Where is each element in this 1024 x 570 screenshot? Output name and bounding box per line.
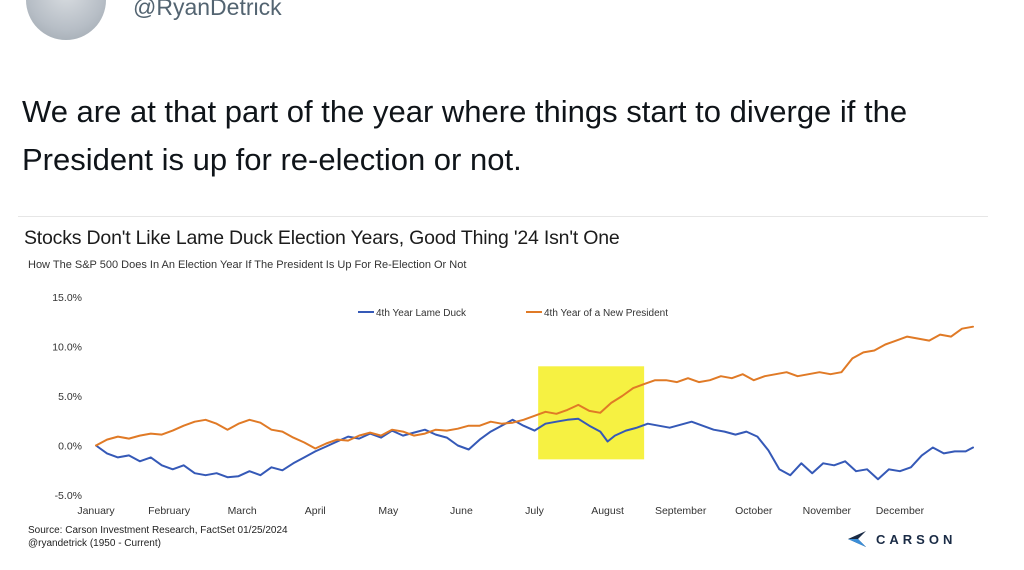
x-tick-label: December [876, 505, 925, 517]
x-tick-label: August [591, 505, 624, 517]
line-chart: 15.0% 10.0% 5.0% 0.0% -5.0% January February Ma… [52, 292, 974, 517]
x-tick-label: May [378, 505, 399, 517]
y-tick-label: -5.0% [55, 490, 82, 502]
y-tick-label: 10.0% [52, 342, 82, 354]
x-tick-label: September [655, 505, 707, 517]
tweet-text: We are at that part of the year where th… [22, 94, 908, 177]
x-tick-label: January [77, 505, 115, 517]
user-handle[interactable]: @RyanDetrick [133, 0, 282, 20]
legend-label: 4th Year Lame Duck [376, 308, 467, 319]
carson-logo: CARSON [846, 528, 956, 550]
chart-subtitle: How The S&P 500 Does In An Election Year… [28, 259, 467, 271]
x-tick-label: October [735, 505, 773, 517]
chart-source: Source: Carson Investment Research, Fact… [28, 524, 288, 550]
carson-logo-text: CARSON [876, 531, 957, 547]
x-tick-label: November [803, 505, 852, 517]
source-line-2: @ryandetrick (1950 - Current) [28, 538, 161, 549]
legend-label: 4th Year of a New President [544, 308, 668, 319]
chart-card[interactable]: Stocks Don't Like Lame Duck Election Yea… [18, 216, 988, 559]
chart-title: Stocks Don't Like Lame Duck Election Yea… [24, 227, 620, 249]
x-tick-label: February [148, 505, 191, 517]
y-tick-label: 5.0% [58, 391, 82, 403]
series-line-1 [95, 417, 974, 481]
x-tick-label: July [525, 505, 544, 517]
y-tick-label: 15.0% [52, 292, 82, 304]
avatar[interactable] [26, 0, 106, 40]
x-tick-label: April [305, 505, 326, 517]
carson-logo-mark-icon [848, 531, 866, 547]
x-tick-label: June [450, 505, 473, 517]
x-tick-label: March [228, 505, 257, 517]
y-tick-label: 0.0% [58, 441, 82, 453]
source-line-1: Source: Carson Investment Research, Fact… [28, 525, 288, 536]
series-line-2 [95, 325, 974, 450]
